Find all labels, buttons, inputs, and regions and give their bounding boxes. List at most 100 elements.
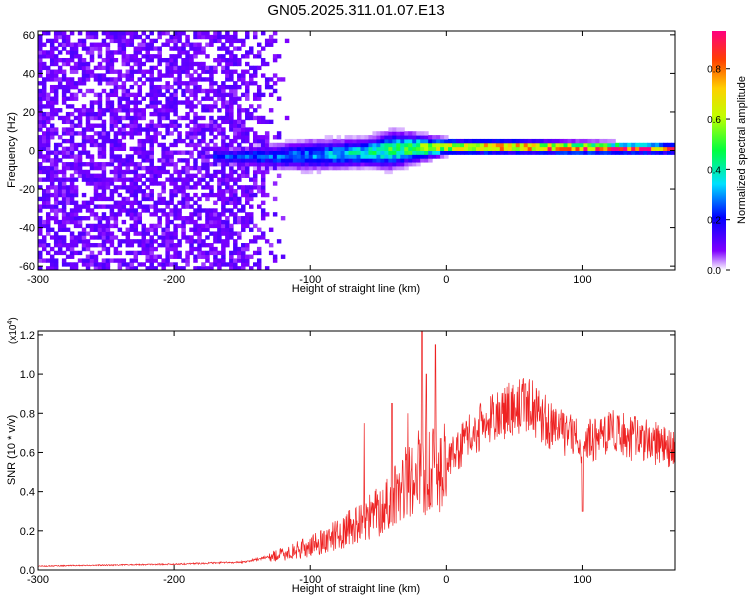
heatmap-cell xyxy=(173,204,178,209)
heatmap-cell xyxy=(57,150,63,155)
heatmap-cell xyxy=(217,38,222,44)
heatmap-cell xyxy=(41,239,47,244)
heatmap-cell xyxy=(225,84,230,90)
heatmap-cell xyxy=(129,92,135,98)
heatmap-cell xyxy=(643,150,648,155)
heatmap-cell xyxy=(249,177,254,182)
heatmap-cell xyxy=(185,84,190,90)
heatmap-cell xyxy=(125,154,131,159)
heatmap-cell xyxy=(109,196,115,202)
heatmap-cell xyxy=(252,54,258,59)
heatmap-cell xyxy=(173,231,178,236)
colorbar-ticks: 0.00.20.40.60.8 xyxy=(707,65,730,277)
heatmap-cell xyxy=(165,200,170,205)
heatmap-cell xyxy=(245,154,250,159)
heatmap-cell xyxy=(69,165,75,171)
heatmap-cell xyxy=(41,50,47,55)
heatmap-cell xyxy=(348,135,354,140)
heatmap-cell xyxy=(256,88,262,94)
heatmap-cell xyxy=(97,42,103,47)
heatmap-cell xyxy=(113,115,119,121)
heatmap-cell xyxy=(165,162,170,167)
heatmap-cell xyxy=(133,216,139,221)
heatmap-cell xyxy=(364,165,369,171)
heatmap-cell xyxy=(241,154,246,159)
heatmap-cell xyxy=(173,119,178,125)
heatmap-cell xyxy=(45,119,51,125)
heatmap-cell xyxy=(304,158,310,163)
heatmap-cell xyxy=(225,177,230,182)
x-tick-label: -300 xyxy=(27,274,49,286)
heatmap-cell xyxy=(268,250,274,256)
heatmap-cell xyxy=(241,92,246,98)
heatmap-cell xyxy=(69,219,75,225)
heatmap-cell xyxy=(249,146,254,151)
heatmap-cell xyxy=(38,34,43,40)
heatmap-cell xyxy=(53,250,59,256)
heatmap-cell xyxy=(201,127,206,132)
heatmap-cell xyxy=(292,154,298,159)
heatmap-cell xyxy=(189,204,194,209)
heatmap-cell xyxy=(109,208,115,213)
heatmap-cell xyxy=(388,165,393,171)
heatmap-cell xyxy=(559,150,565,155)
heatmap-cell xyxy=(444,142,449,148)
heatmap-cell xyxy=(53,173,59,178)
heatmap-cell xyxy=(272,146,278,151)
heatmap-cell xyxy=(539,142,545,148)
heatmap-cell xyxy=(177,34,182,40)
heatmap-cell xyxy=(61,212,67,217)
heatmap-cell xyxy=(292,158,298,163)
heatmap-cell xyxy=(157,223,162,229)
heatmap-cell xyxy=(49,127,55,132)
heatmap-cell xyxy=(97,223,103,229)
heatmap-cell xyxy=(49,254,55,259)
heatmap-cell xyxy=(129,266,135,270)
heatmap-cell xyxy=(360,142,365,148)
heatmap-cell xyxy=(308,154,314,159)
heatmap-cell xyxy=(272,181,278,186)
heatmap-cell xyxy=(233,189,238,194)
heatmap-cell xyxy=(45,158,51,163)
heatmap-cell xyxy=(45,111,51,117)
heatmap-cell xyxy=(53,108,59,113)
heatmap-cell xyxy=(360,146,365,151)
heatmap-cell xyxy=(141,235,146,240)
heatmap-cell xyxy=(77,239,83,244)
y-tick-label: 0.0 xyxy=(20,565,35,577)
heatmap-cell xyxy=(177,100,182,105)
heatmap-cell xyxy=(173,262,178,267)
heatmap-cell xyxy=(153,208,158,213)
heatmap-cell xyxy=(173,54,178,59)
heatmap-cell xyxy=(161,150,166,155)
heatmap-cell xyxy=(380,162,385,167)
heatmap-cell xyxy=(61,196,67,202)
heatmap-cell xyxy=(213,254,218,259)
heatmap-cell xyxy=(209,119,214,125)
heatmap-cell xyxy=(328,138,334,144)
heatmap-cell xyxy=(256,158,262,163)
heatmap-cell xyxy=(89,54,95,59)
heatmap-cell xyxy=(65,216,71,221)
heatmap-cell xyxy=(41,146,47,151)
heatmap-cell xyxy=(320,165,326,171)
heatmap-cell xyxy=(225,223,230,229)
heatmap-cell xyxy=(181,216,186,221)
heatmap-cell xyxy=(109,150,115,155)
heatmap-cell xyxy=(45,231,51,236)
heatmap-cell xyxy=(101,169,107,175)
heatmap-cell xyxy=(81,127,87,132)
heatmap-cell xyxy=(249,65,254,71)
heatmap-cell xyxy=(77,208,83,213)
heatmap-cell xyxy=(137,115,143,121)
heatmap-cell xyxy=(249,46,254,51)
heatmap-cell xyxy=(65,127,71,132)
heatmap-cell xyxy=(153,246,158,252)
heatmap-cell xyxy=(213,142,218,148)
heatmap-cell xyxy=(655,150,660,155)
heatmap-cell xyxy=(157,50,162,55)
heatmap-cell xyxy=(157,254,162,259)
heatmap-cell xyxy=(65,212,71,217)
heatmap-cell xyxy=(539,146,545,151)
heatmap-cell xyxy=(38,165,43,171)
